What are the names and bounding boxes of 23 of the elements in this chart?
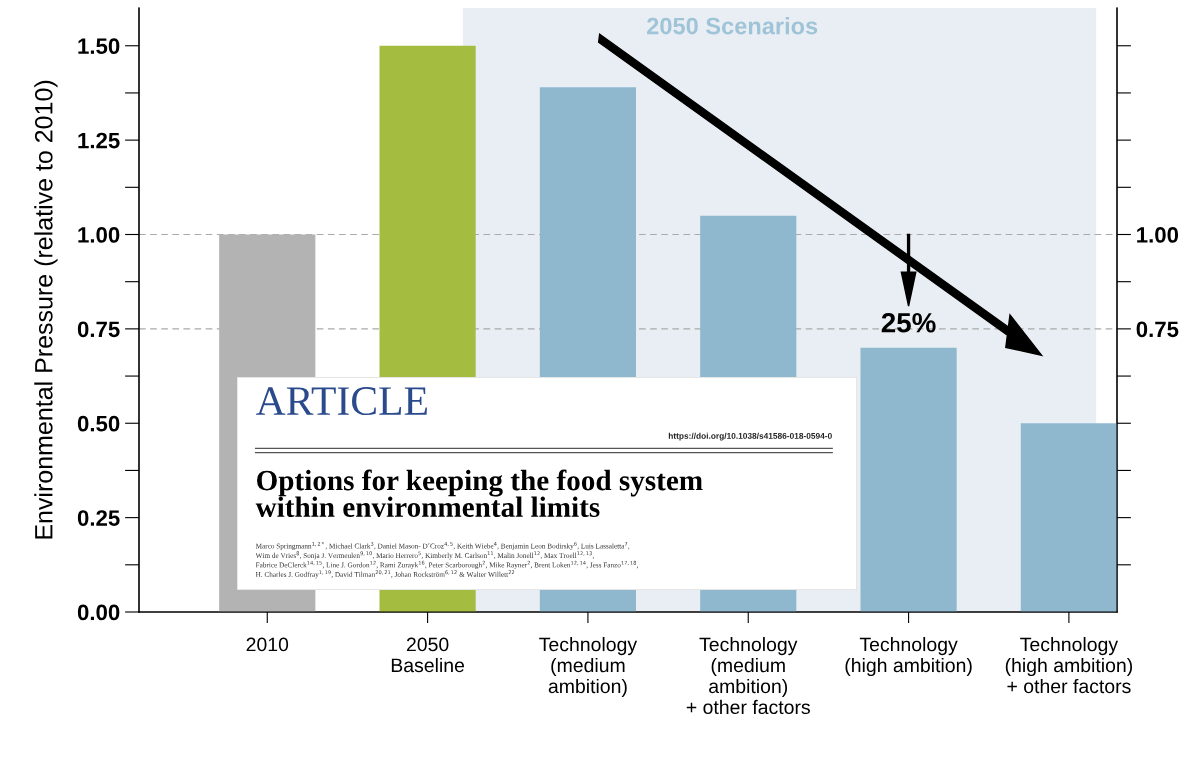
x-tick-label: Technology (high ambition) xyxy=(845,637,972,677)
annotation: 25% xyxy=(881,312,936,333)
annotation: ARTICLE xyxy=(256,387,427,416)
y-tick-label: 0.00 xyxy=(77,604,120,621)
annotation: 2050 Scenarios xyxy=(647,17,818,35)
annotation: Options for keeping the food system within environmental limits xyxy=(255,469,703,518)
y-tick-label: 0.25 xyxy=(77,510,120,526)
y2-tick-label: 1.00 xyxy=(1137,227,1179,243)
y-tick-label: 0.50 xyxy=(77,415,120,432)
x-tick-label: Technology (high ambition) + other factors xyxy=(1005,637,1133,694)
x-tick-label: Technology (medium ambition) xyxy=(539,637,638,697)
y2-tick-label: 0.75 xyxy=(1136,321,1179,338)
annotation: https://doi.org/10.1038/s41586-018-0594-0 xyxy=(668,432,832,441)
y-tick-label: 1.25 xyxy=(78,132,120,149)
x-tick-label: Technology (medium ambition) + other factors xyxy=(686,637,810,715)
x-tick-label: 2010 xyxy=(246,637,289,652)
y-tick-label: 1.00 xyxy=(78,227,120,243)
y-axis-title: Environmental Pressure (relative to 2010) xyxy=(34,80,58,539)
y-tick-label: 0.75 xyxy=(77,321,120,338)
bar xyxy=(860,347,957,612)
x-tick-label: 2050 Baseline xyxy=(391,637,465,673)
y-tick-label: 1.50 xyxy=(78,38,120,55)
bar xyxy=(1020,423,1117,612)
